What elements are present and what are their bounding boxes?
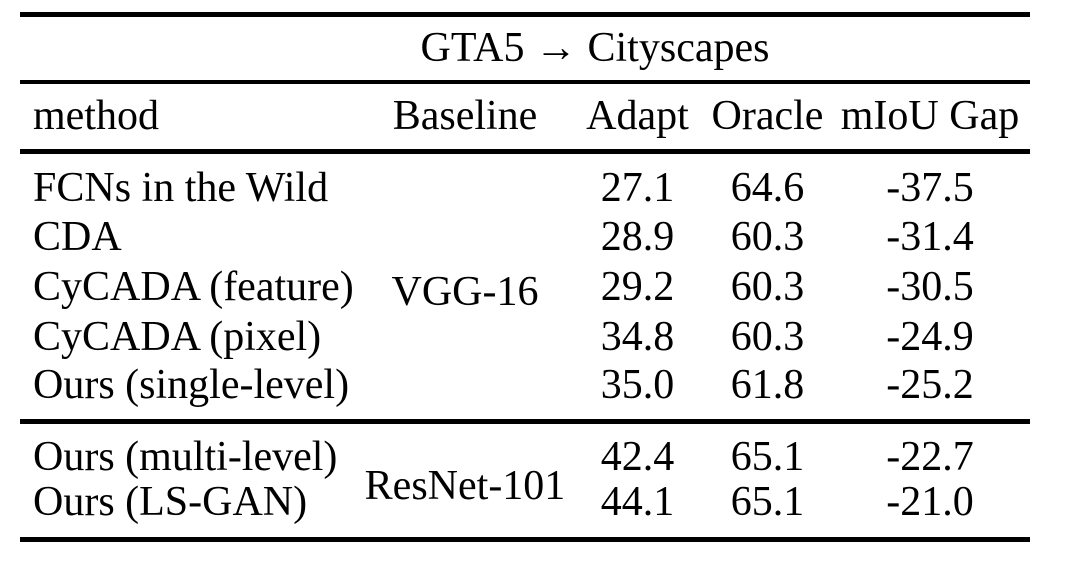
col-header-oracle: Oracle (705, 81, 830, 154)
adapt-value: 29.2 (600, 263, 675, 310)
gap-value: -24.9 (886, 313, 974, 360)
table-row: FCNs in the Wild VGG-16 27.1 64.6 -37.5 (20, 152, 1030, 313)
gap-value: -30.5 (886, 263, 974, 310)
oracle-value: 65.1 (730, 433, 805, 480)
method-cell: FCNs in the Wild (33, 164, 329, 211)
table-row: Ours (LS-GAN) 44.1 65.1 -21.0 (20, 480, 1030, 540)
col-header-baseline: Baseline (360, 81, 570, 154)
oracle-value: 60.3 (730, 213, 805, 260)
oracle-value: 60.3 (730, 263, 805, 310)
results-table: GTA5 → Cityscapes method Baseline Adapt … (20, 12, 1031, 542)
method-cell: CyCADA (feature) (33, 263, 354, 310)
col-header-adapt: Adapt (570, 81, 705, 154)
section-vgg16: FCNs in the Wild VGG-16 27.1 64.6 -37.5 … (20, 152, 1031, 422)
oracle-value: 60.3 (730, 313, 805, 360)
oracle-value: 65.1 (730, 479, 805, 526)
table-header-row: method Baseline Adapt Oracle mIoU Gap (20, 81, 1031, 154)
gap-value: -22.7 (886, 433, 974, 480)
baseline-cell: VGG-16 (391, 268, 539, 315)
table-row: CyCADA (feature) 29.2 60.3 -30.5 (20, 262, 1030, 312)
gap-value: -25.2 (886, 362, 974, 409)
adapt-value: 42.4 (600, 433, 675, 480)
table-title-row: GTA5 → Cityscapes (20, 14, 1031, 84)
adapt-value: 44.1 (600, 479, 675, 526)
adapt-value: 28.9 (600, 213, 675, 260)
method-cell: Ours (single-level) (33, 362, 350, 409)
table-row: Ours (single-level) 35.0 61.8 -25.2 (20, 362, 1030, 422)
adapt-value: 34.8 (600, 313, 675, 360)
method-cell: CyCADA (pixel) (33, 313, 322, 360)
table-title-cell: GTA5 → Cityscapes (20, 14, 1031, 84)
baseline-cell: ResNet-101 (364, 462, 566, 509)
method-cell: CDA (33, 213, 122, 260)
col-header-method: method (20, 81, 360, 154)
table-title: GTA5 → Cityscapes (420, 25, 770, 72)
method-cell: Ours (LS-GAN) (33, 479, 308, 526)
section-resnet101: Ours (multi-level) ResNet-101 42.4 65.1 … (20, 422, 1030, 540)
gap-value: -31.4 (886, 213, 974, 260)
gap-value: -37.5 (886, 164, 974, 211)
gap-value: -21.0 (886, 479, 974, 526)
adapt-value: 35.0 (600, 362, 675, 409)
table-row: Ours (multi-level) ResNet-101 42.4 65.1 … (20, 422, 1030, 507)
oracle-value: 61.8 (730, 362, 805, 409)
oracle-value: 64.6 (730, 164, 805, 211)
adapt-value: 27.1 (600, 164, 675, 211)
method-cell: Ours (multi-level) (33, 433, 338, 480)
col-header-miou-gap: mIoU Gap (830, 81, 1031, 154)
table-row: CDA 28.9 60.3 -31.4 (20, 212, 1030, 262)
table-row: CyCADA (pixel) 34.8 60.3 -24.9 (20, 312, 1030, 362)
